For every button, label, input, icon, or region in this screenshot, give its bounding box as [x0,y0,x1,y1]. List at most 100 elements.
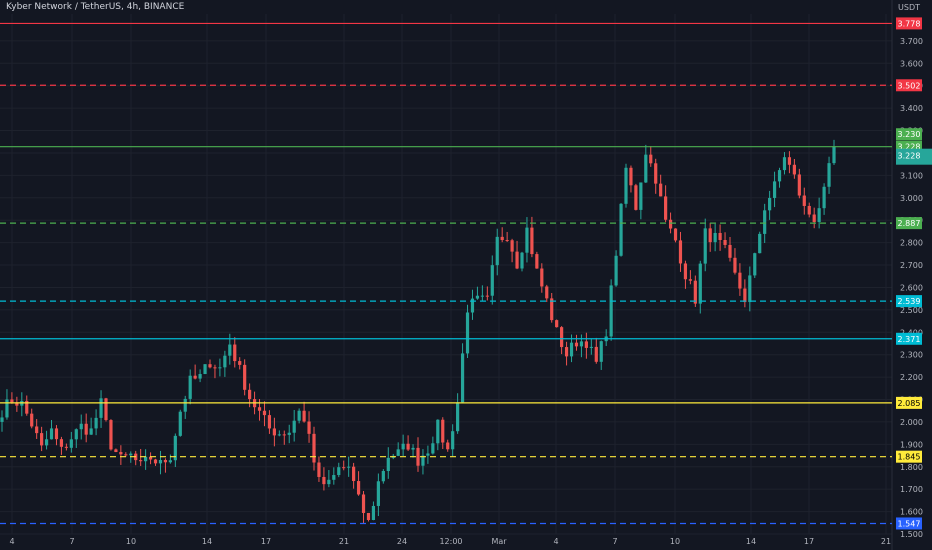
candle-body [272,428,276,436]
candle-body [678,240,683,264]
y-tick-label: 2.200 [900,373,923,382]
candle-body [792,164,796,175]
candle-body [490,265,494,296]
candle-body [371,505,376,520]
candle-body [733,257,737,273]
candle-body [287,432,291,435]
candle-body [342,467,346,469]
candle-body [540,268,544,287]
level-tag-label: 2.539 [898,297,921,306]
candle-body [109,420,113,450]
candle-body [386,457,390,472]
candle-body [525,227,529,253]
candle-body [312,433,316,463]
candle-body [153,459,158,464]
level-tag [896,517,922,530]
candle-body [768,197,772,211]
candle-body [827,163,831,187]
level-tag [896,450,922,463]
candle-body [703,228,707,264]
candle-body [381,471,385,482]
candle-body [812,214,816,223]
candle-body [584,341,588,348]
y-tick-label: 1.900 [900,440,923,449]
x-tick-label: 4 [553,537,558,546]
candle-body [406,443,410,450]
level-tag [896,332,922,345]
candle-body [238,361,242,365]
candle-body [510,240,514,252]
candle-body [411,447,415,450]
candle-body [282,434,286,436]
candle-body [654,163,658,184]
candle-body [327,479,331,485]
candle-body [693,280,697,304]
candle-body [649,154,653,164]
x-tick-label: 17 [804,537,814,546]
candle-body [668,219,673,229]
x-tick-label: 12:00 [439,537,462,546]
candle-body [84,423,88,435]
level-tag-label: 1.845 [898,453,921,462]
candle-body [40,433,44,446]
last-price-tag [896,128,922,141]
candle-body [337,467,341,476]
candle-body [79,423,83,430]
candle-body [188,375,192,399]
candle-body [317,462,321,477]
candle-body [139,460,143,462]
candle-body [599,341,603,362]
level-tag-label: 2.371 [898,335,921,344]
candle-body [426,453,430,456]
candle-body [822,186,826,209]
candle-body [589,346,593,348]
candle-body [520,252,524,269]
candle-body [35,426,39,434]
candle-body [698,263,702,304]
price-unit-label: USDT [898,3,920,12]
candle-body [0,417,4,422]
level-tag [896,396,922,409]
y-tick-label: 2.500 [900,306,923,315]
candle-body [15,402,19,406]
candle-body [158,459,163,464]
candle-body [94,417,98,429]
candle-body [267,415,272,429]
x-tick-label: 21 [881,537,891,546]
x-tick-label: Mar [491,537,507,546]
candle-body [545,286,549,299]
x-tick-label: 14 [746,537,756,546]
candle-body [352,466,356,482]
candle-body [228,344,232,356]
candle-body [144,456,148,462]
candle-body [332,475,336,480]
candle-body [515,251,519,269]
candle-body [614,255,618,286]
candle-body [431,443,435,454]
candle-body [436,419,440,444]
current-price-label: 3.228 [898,152,921,161]
candle-body [485,295,489,297]
candle-body [609,285,613,337]
candle-body [713,232,717,243]
candle-body [743,288,747,303]
candle-body [99,398,103,418]
current-price-tag [896,148,932,165]
y-tick-label: 2.300 [900,351,923,360]
candle-body [173,435,177,461]
candle-body [74,429,78,440]
candle-body [401,443,405,450]
candle-body [763,210,767,234]
candle-body [569,342,574,357]
candle-body [277,434,281,436]
candle-body [683,263,688,280]
candle-body [664,196,668,220]
candle-body [441,419,445,443]
chart-title: Kyber Network / TetherUS, 4h, BINANCE [6,2,185,12]
candle-body [168,460,172,463]
candle-body [688,279,692,281]
candle-body [10,399,14,403]
candle-body [535,254,539,269]
candle-body [772,181,777,198]
